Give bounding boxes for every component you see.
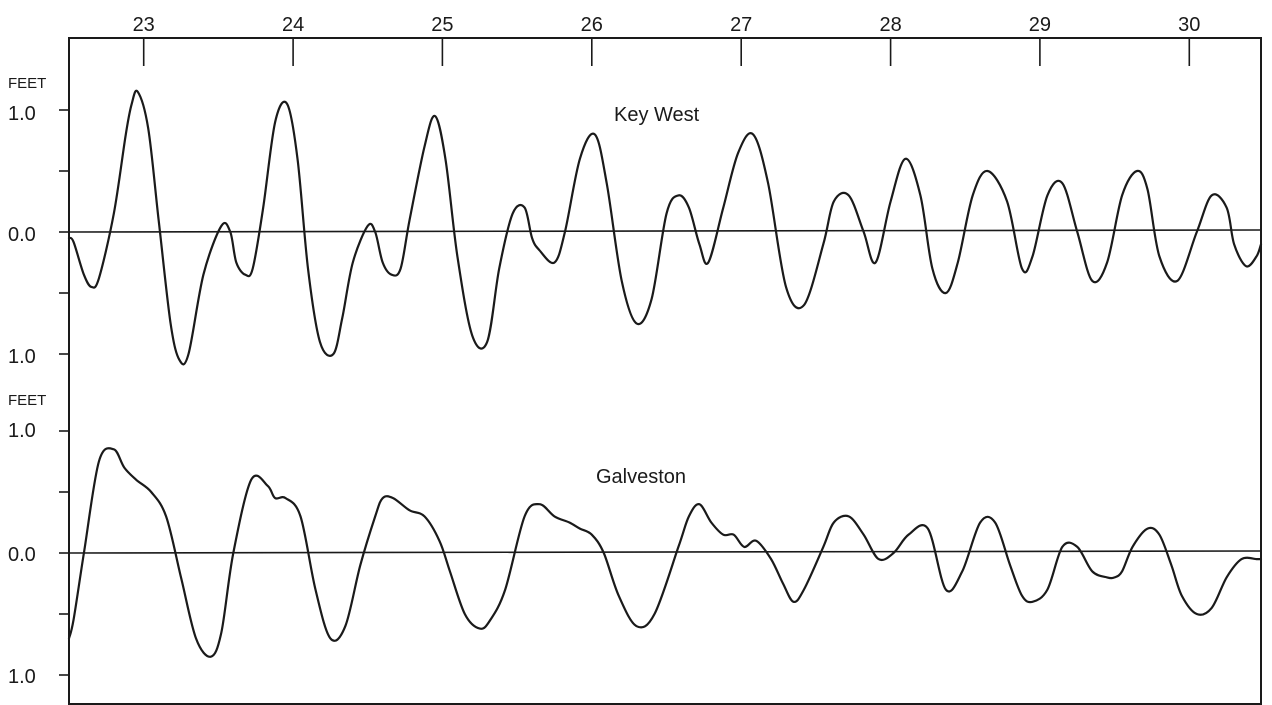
x-tick-label-30: 30 bbox=[1178, 14, 1200, 36]
panel-galveston: FEET 1.0 0.0 1.0 Galveston bbox=[8, 392, 1263, 688]
series-line-key-west bbox=[67, 89, 1263, 366]
x-tick-label-23: 23 bbox=[133, 14, 155, 36]
zero-line-key-west bbox=[68, 229, 1262, 233]
y-ticks-key-west bbox=[59, 109, 69, 355]
y-tick-label-key-west-lower: 1.0 bbox=[8, 346, 36, 368]
x-tick-label-25: 25 bbox=[431, 14, 453, 36]
y-tick-label-galveston-zero: 0.0 bbox=[8, 544, 36, 566]
unit-label-key-west: FEET bbox=[8, 75, 46, 92]
y-tick-label-galveston-lower: 1.0 bbox=[8, 666, 36, 688]
x-axis-top: 23 24 25 26 27 28 29 30 bbox=[133, 14, 1201, 66]
x-tick-label-28: 28 bbox=[879, 14, 901, 36]
zero-line-galveston bbox=[68, 550, 1262, 554]
x-ticks bbox=[142, 38, 1191, 66]
x-tick-label-24: 24 bbox=[282, 14, 304, 36]
y-tick-label-galveston-upper: 1.0 bbox=[8, 420, 36, 442]
x-tick-label-27: 27 bbox=[730, 14, 752, 36]
y-tick-label-key-west-upper: 1.0 bbox=[8, 103, 36, 125]
station-label-key-west: Key West bbox=[614, 104, 700, 126]
series-line-galveston bbox=[67, 447, 1263, 658]
unit-label-galveston: FEET bbox=[8, 392, 46, 409]
x-tick-labels: 23 24 25 26 27 28 29 30 bbox=[133, 14, 1201, 36]
x-tick-label-29: 29 bbox=[1029, 14, 1051, 36]
y-ticks-galveston bbox=[59, 430, 69, 676]
y-tick-label-key-west-zero: 0.0 bbox=[8, 224, 36, 246]
panel-key-west: FEET 1.0 0.0 1.0 Key West bbox=[8, 75, 1263, 368]
station-label-galveston: Galveston bbox=[596, 466, 686, 488]
x-tick-label-26: 26 bbox=[581, 14, 603, 36]
plot-frame bbox=[68, 37, 1262, 705]
